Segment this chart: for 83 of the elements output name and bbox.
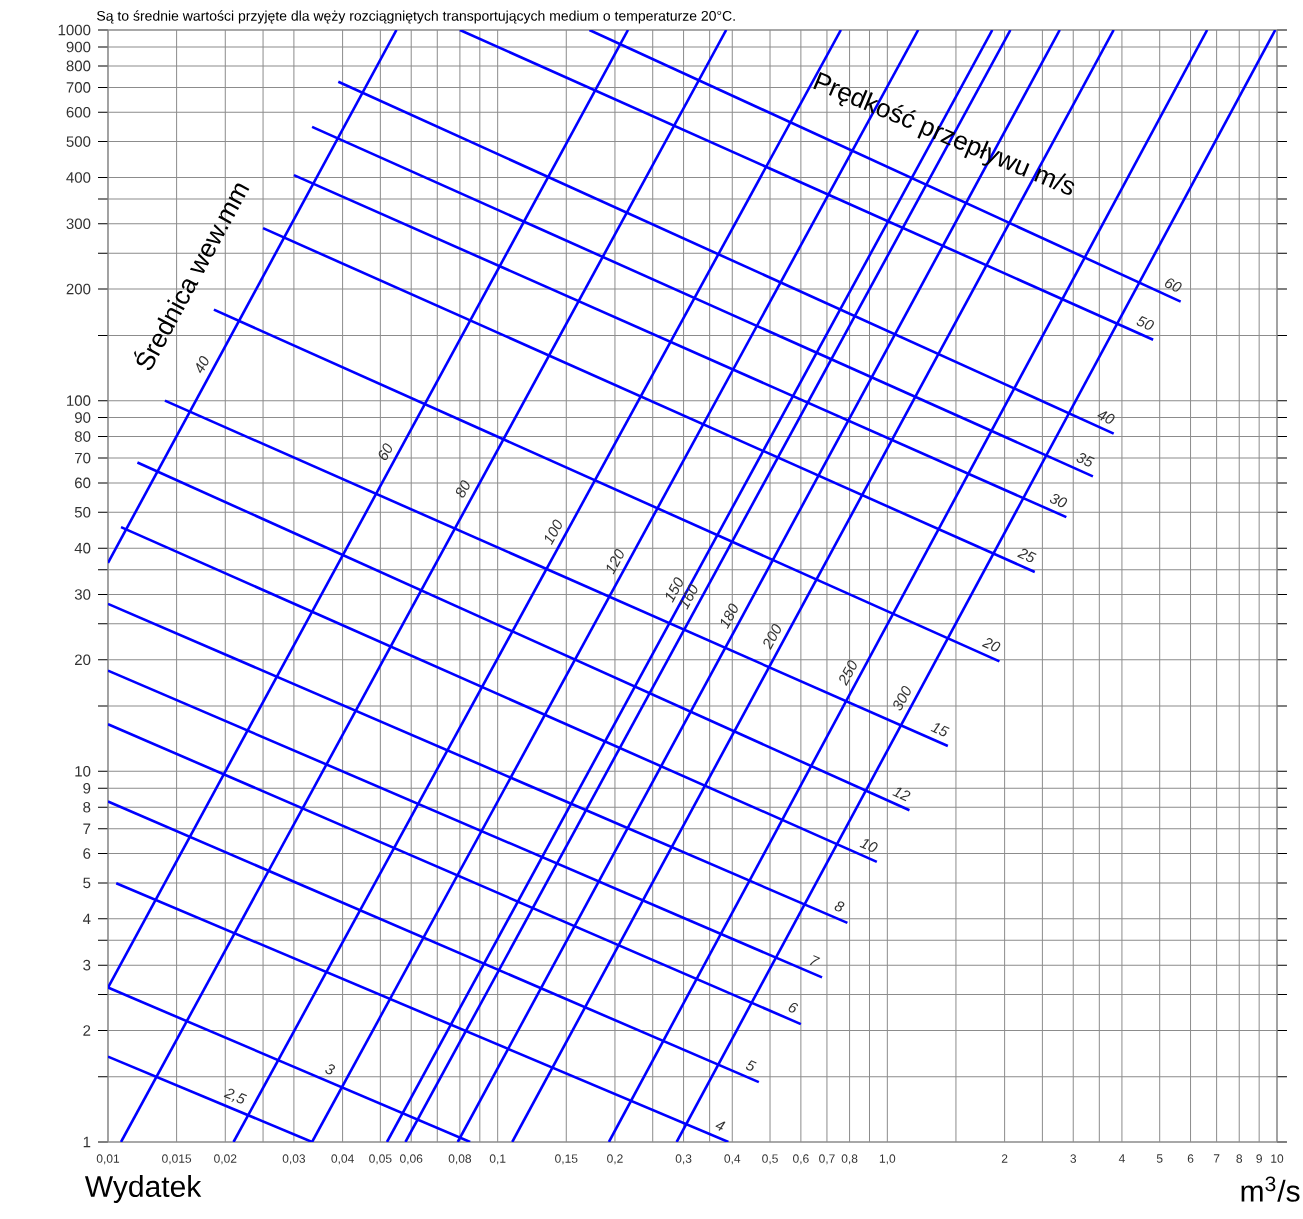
y-tick-label: 800	[66, 60, 91, 72]
x-tick-label: 0,6	[793, 1154, 809, 1165]
x-tick-label: 9	[1256, 1154, 1262, 1163]
y-tick-label: 400	[66, 172, 91, 183]
y-tick-label: 70	[75, 452, 91, 464]
y-tick-label: 6	[83, 848, 91, 859]
y-tick-label: 2	[83, 1025, 91, 1036]
text: 120	[606, 549, 624, 575]
x-tick-label: 0,03	[282, 1154, 306, 1165]
text: 60	[378, 443, 392, 461]
x-tick-label: 0,7	[819, 1154, 835, 1165]
x-axis-title: Wydatek	[84, 1175, 202, 1203]
y-tick-label: 40	[74, 542, 91, 554]
y-tick-label: 10	[75, 766, 91, 777]
text: 80	[455, 480, 470, 498]
text: 15	[930, 723, 950, 737]
text: 20	[981, 638, 1001, 652]
x-tick-label: 0,05	[369, 1154, 392, 1165]
x-tick-label: 8	[1236, 1154, 1243, 1163]
y-tick-label: 20	[75, 654, 91, 666]
text: 25	[1017, 548, 1037, 563]
x-tick-label: 10	[1271, 1154, 1284, 1163]
text: 100	[544, 519, 562, 546]
text: 30	[1049, 494, 1068, 508]
x-tick-label: 0,5	[762, 1154, 778, 1165]
x-tick-label: 0,02	[214, 1154, 237, 1165]
y-tick-label: 8	[83, 801, 91, 813]
x-tick-label: 2	[1001, 1154, 1008, 1163]
text: 2,5	[223, 1088, 248, 1104]
text: 300	[893, 685, 911, 711]
x-tick-label: 4	[1118, 1154, 1125, 1163]
y-tick-label: 100	[67, 395, 91, 406]
x-tick-label: 0,06	[400, 1154, 423, 1165]
x-tick-label: 6	[1187, 1154, 1194, 1163]
y-tick-label: 9	[83, 782, 91, 794]
x-tick-label: 0,1	[489, 1154, 506, 1165]
x-tick-label: 0,3	[675, 1154, 692, 1165]
y-tick-label: 1	[83, 1136, 91, 1148]
y-tick-label: 900	[66, 41, 91, 53]
text: 50	[1136, 316, 1154, 330]
text: 35	[1076, 453, 1095, 467]
x-tick-label: 0,015	[162, 1154, 192, 1165]
y-tick-label: 3	[83, 959, 91, 971]
text: 40	[1097, 411, 1115, 424]
text: 60	[1165, 278, 1182, 292]
text: 7	[809, 955, 821, 966]
text: 250	[839, 660, 857, 687]
y-tick-label: 50	[74, 506, 91, 518]
x-tick-label: 0,04	[331, 1154, 354, 1165]
text: 6	[788, 1002, 798, 1013]
text: 5	[746, 1060, 757, 1071]
y-tick-label: 30	[74, 589, 91, 600]
x-tick-label: 0,08	[448, 1154, 472, 1165]
x-tick-label: 3	[1070, 1154, 1077, 1163]
text: m$^{3}$/s	[1241, 1176, 1300, 1202]
text: 12	[892, 787, 911, 802]
text: 4	[715, 1121, 726, 1131]
y-tick-label: 60	[75, 477, 91, 489]
y-tick-label: 200	[66, 283, 91, 295]
x-tick-label: 1,0	[879, 1154, 896, 1165]
y-tick-label: 600	[66, 106, 91, 118]
x-tick-label: 0,4	[724, 1154, 741, 1165]
y-tick-label: 4	[82, 913, 91, 924]
y-tick-label: 500	[66, 136, 91, 147]
x-tick-label: 5	[1156, 1154, 1163, 1163]
text: 3	[325, 1064, 336, 1075]
y-tick-label: 7	[83, 823, 91, 834]
text: 180	[720, 603, 738, 629]
y-tick-label: 700	[66, 82, 91, 93]
x-tick-label: 0,2	[607, 1154, 623, 1165]
x-tick-label: 0,15	[555, 1154, 578, 1165]
y-tick-label: 80	[74, 431, 91, 442]
text: 8	[834, 901, 845, 912]
y-tick-label: 5	[83, 877, 91, 889]
x-tick-label: 0,8	[841, 1154, 858, 1165]
x-tick-label: 0,01	[96, 1154, 120, 1165]
y-tick-label: 300	[66, 218, 91, 230]
y-tick-label: 90	[74, 412, 91, 423]
y-tick-label: 1000	[58, 24, 91, 36]
x-tick-label: 7	[1213, 1154, 1220, 1163]
text: Są to średnie wartości przyjęte dla węży rozciągniętych transportujących medium o temperaturze 20°C.	[97, 10, 735, 24]
text: 10	[859, 839, 878, 852]
text: 200	[763, 624, 781, 650]
